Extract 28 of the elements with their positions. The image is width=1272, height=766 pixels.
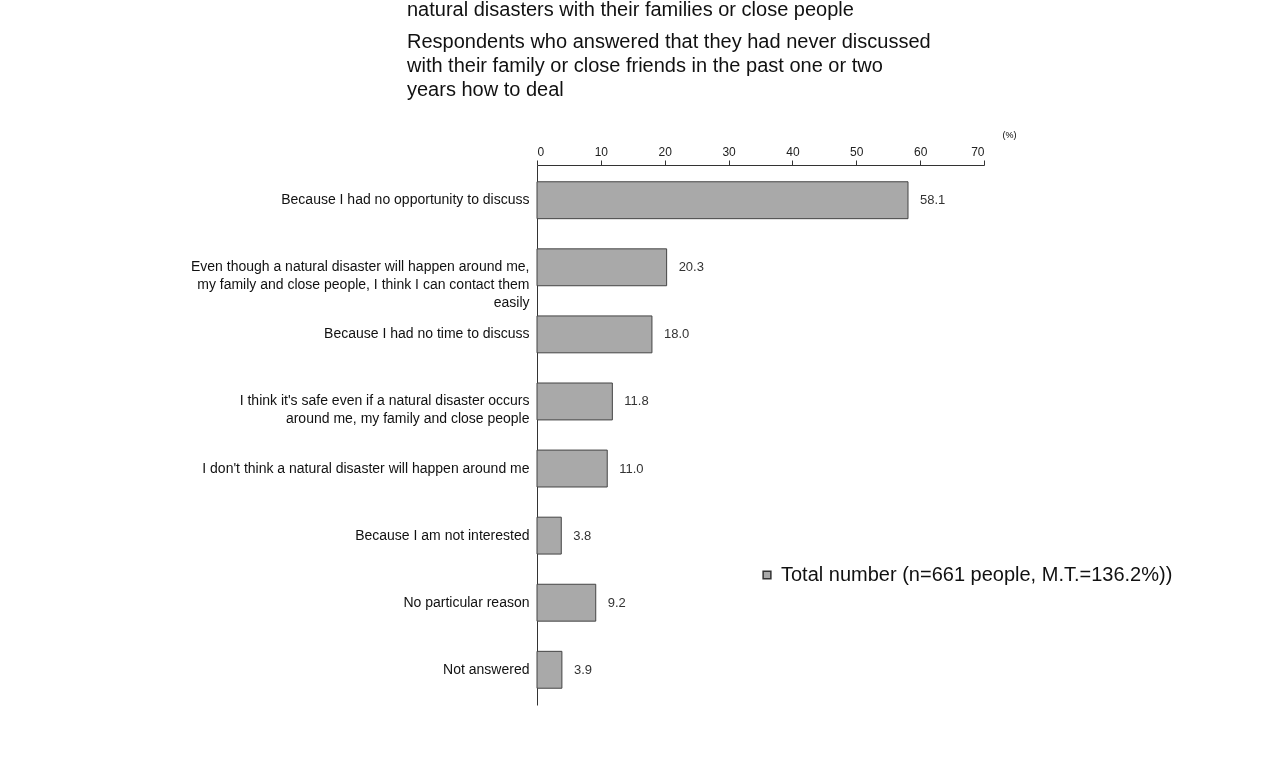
y-tick-label: No particular reason xyxy=(403,593,530,610)
x-tick-label: 50 xyxy=(850,144,864,159)
legend-label: Total number (n=661 people, M.T.=136.2%)) xyxy=(781,563,1173,585)
y-tick-label: Because I had no opportunity to discuss xyxy=(281,191,530,208)
x-tick-label: 0 xyxy=(537,144,545,159)
x-tick-label: 20 xyxy=(658,144,673,159)
data-label: 20.3 xyxy=(678,259,704,275)
y-tick-label: I don't think a natural disaster will happen around me xyxy=(202,459,530,476)
y-tick-label: Because I am not interested xyxy=(355,526,530,543)
data-label: 3.9 xyxy=(573,661,592,677)
chart-title: natural disasters with their families or close people xyxy=(407,0,854,20)
x-tick-label: 60 xyxy=(913,144,928,159)
x-tick-label: 10 xyxy=(594,144,609,159)
data-label: 18.0 xyxy=(663,326,690,342)
x-axis-title: (%) xyxy=(1002,129,1017,140)
x-tick-label: 70 xyxy=(971,144,985,159)
data-label: 58.1 xyxy=(920,192,946,208)
y-tick-label: Because I had no time to discuss xyxy=(324,325,530,342)
data-label: 11.8 xyxy=(624,393,649,409)
data-label: 3.8 xyxy=(573,527,592,543)
x-tick-label: 40 xyxy=(786,144,800,159)
data-label: 11.0 xyxy=(619,460,644,476)
chart-subtitle: Respondents who answered that they had never discussed with their family or close friends in the past one or two years how to deal xyxy=(406,30,931,100)
x-tick-label: 30 xyxy=(722,144,737,159)
y-tick-label: I think it's safe even if a natural disaster occurs around me, my family and close people xyxy=(239,392,530,427)
data-label: 9.2 xyxy=(607,594,626,610)
y-tick-label: Not answered xyxy=(443,660,530,677)
y-tick-label: Even though a natural disaster will happen around me, my family and close people, I think I can contact them easily xyxy=(190,258,530,311)
